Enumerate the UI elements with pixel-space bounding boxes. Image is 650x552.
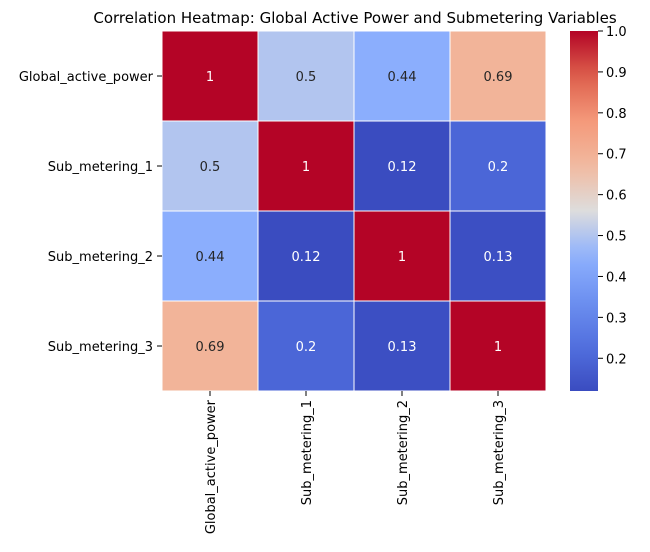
heatmap-cell-value-r2-c1: 0.12 [292,250,321,265]
row-tick-labels: Global_active_power Sub_metering_1 Sub_met… [19,70,162,355]
heatmap-cell-r3-c2 [353,300,451,392]
column-tick-label-1: Sub_metering_1 [300,400,315,505]
colorbar-tick-label-5: 0.7 [606,148,627,163]
heatmap-cell-r1-c1 [257,120,355,212]
heatmap-cell-value-r1-c1: 1 [302,160,310,175]
heatmap-cell-value-r3-c1: 0.2 [296,340,317,355]
heatmap-cell-value-r1-c3: 0.2 [488,160,509,175]
heatmap-cell-value-r0-c3: 0.69 [484,70,513,85]
column-tick-labels: Global_active_power Sub_metering_1 Sub_met… [204,391,507,534]
colorbar-tick-label-7: 0.9 [606,66,627,81]
row-tick-label-1: Sub_metering_1 [48,160,153,175]
colorbar-ticks: 0.2 0.3 0.4 0.5 0.6 0.7 0.8 0.9 1.0 [598,25,627,367]
heatmap-cell-r0-c0 [161,30,259,122]
heatmap-cell-value-r3-c0: 0.69 [196,340,225,355]
heatmap-cell-r3-c3 [449,300,547,392]
colorbar-tick-label-3: 0.5 [606,230,627,245]
heatmap-cell-value-r2-c0: 0.44 [196,250,225,265]
heatmap-cell-value-r3-c2: 0.13 [388,340,417,355]
heatmap-cell-value-r2-c3: 0.13 [484,250,513,265]
colorbar-tick-label-8: 1.0 [606,25,627,40]
heatmap-cell-value-r1-c2: 0.12 [388,160,417,175]
row-tick-label-2: Sub_metering_2 [48,250,153,265]
heatmap-cell-r1-c3 [449,120,547,212]
heatmap-cell-value-r0-c0: 1 [206,70,214,85]
colorbar-tick-label-6: 0.8 [606,107,627,122]
row-tick-label-0: Global_active_power [19,70,154,85]
colorbar-tick-label-2: 0.4 [606,270,627,285]
heatmap-cell-r2-c3 [449,210,547,302]
heatmap-cell-value-r3-c3: 1 [494,340,502,355]
colorbar-tick-label-4: 0.6 [606,189,627,204]
column-tick-label-0: Global_active_power [204,399,219,534]
heatmap-cell-r0-c3 [449,30,547,122]
heatmap-cell-r3-c1 [257,300,355,392]
chart-title: Correlation Heatmap: Global Active Power… [93,9,616,27]
colorbar [570,31,598,391]
colorbar-tick-label-1: 0.3 [606,311,627,326]
column-tick-label-2: Sub_metering_2 [396,400,411,505]
heatmap-cell-value-r1-c0: 0.5 [200,160,221,175]
heatmap-cell-value-r2-c2: 1 [398,250,406,265]
heatmap-cell-r3-c0 [161,300,259,392]
heatmap-cell-r0-c2 [353,30,451,122]
heatmap-cell-value-r0-c1: 0.5 [296,70,317,85]
heatmap-cell-r2-c1 [257,210,355,302]
row-tick-label-3: Sub_metering_3 [48,340,153,355]
colorbar-tick-label-0: 0.2 [606,352,627,367]
heatmap-cell-r1-c0 [161,120,259,212]
heatmap-cells: 1 0.5 0.44 0.69 0.5 1 0.12 0.2 0.44 0.12 1 0.13 0.69… [161,30,547,392]
column-tick-label-3: Sub_metering_3 [492,400,507,505]
heatmap-cell-value-r0-c2: 0.44 [388,70,417,85]
heatmap-cell-r0-c1 [257,30,355,122]
